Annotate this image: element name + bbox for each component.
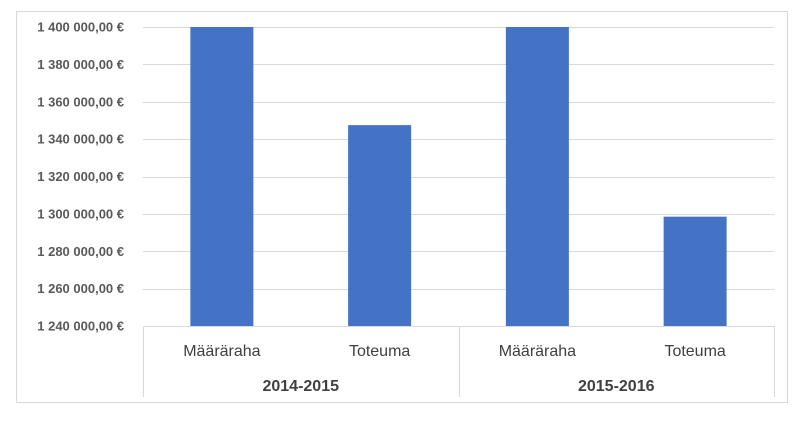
category-label: Toteuma [664,343,725,360]
category-label: Määräraha [499,343,576,360]
axes [143,326,775,397]
y-tick-label: 1 400 000,00 € [37,20,124,35]
y-tick-label: 1 240 000,00 € [37,319,124,334]
bar [663,216,727,326]
y-tick-label: 1 380 000,00 € [37,57,124,72]
y-tick-label: 1 280 000,00 € [37,244,124,259]
category-labels: Määräraha Toteuma Määräraha Toteuma [183,343,726,360]
group-label: 2015-2016 [578,378,655,395]
y-tick-label: 1 360 000,00 € [37,94,124,109]
bars [190,27,727,326]
group-labels: 2014-2015 2015-2016 [262,378,654,395]
bar [190,27,254,326]
y-tick-labels: 1 240 000,00 € 1 260 000,00 € 1 280 000,00… [37,20,124,334]
y-tick-label: 1 320 000,00 € [37,169,124,184]
bar [348,125,412,326]
y-tick-label: 1 340 000,00 € [37,132,124,147]
y-tick-label: 1 300 000,00 € [37,206,124,221]
category-label: Toteuma [349,343,410,360]
group-label: 2014-2015 [262,378,339,395]
bar [505,27,569,326]
category-label: Määräraha [183,343,260,360]
y-tick-label: 1 260 000,00 € [37,281,124,296]
